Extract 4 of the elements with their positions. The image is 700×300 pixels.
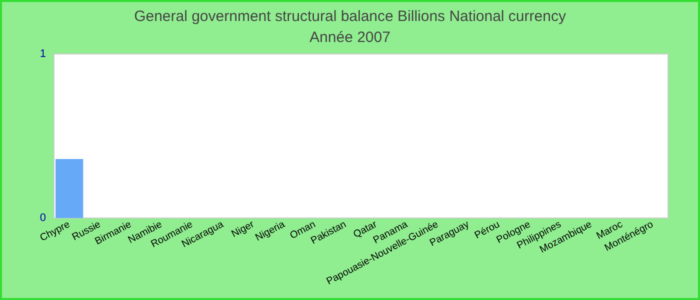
chart-subtitle: Année 2007 [310,29,390,46]
y-tick-label: 1 [40,48,46,60]
y-tick-label: 0 [40,212,46,224]
chart-title: General government structural balance Billions National currency [134,8,566,25]
